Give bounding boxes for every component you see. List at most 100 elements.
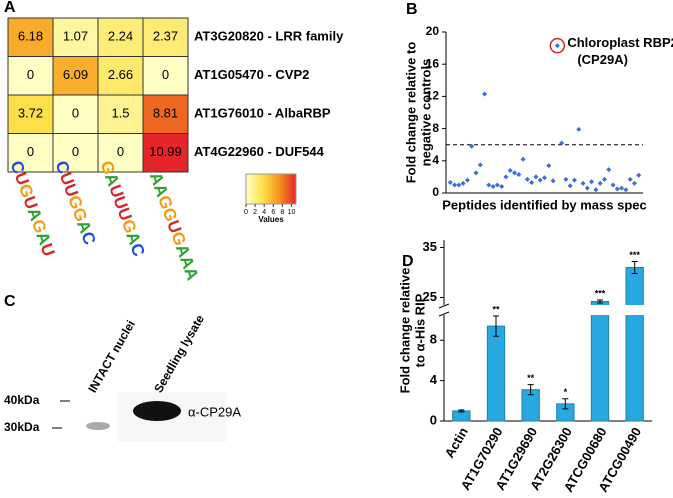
point bbox=[469, 143, 475, 149]
annotation-text: Chloroplast RBP29 bbox=[567, 35, 673, 50]
significance: *** bbox=[595, 288, 606, 298]
error-bar bbox=[458, 409, 465, 413]
cell-label: 8.81 bbox=[153, 106, 178, 121]
colorbar-step bbox=[273, 174, 275, 204]
colorbar-step bbox=[291, 174, 293, 204]
colorbar-step bbox=[261, 174, 263, 204]
bar bbox=[625, 267, 644, 422]
colorbar-step bbox=[265, 174, 267, 204]
colorbar-step bbox=[276, 174, 278, 204]
panel-label: A bbox=[4, 0, 16, 16]
cell-label: 6.09 bbox=[63, 67, 88, 82]
row-label: AT3G20820 - LRR family bbox=[194, 29, 344, 44]
point bbox=[507, 167, 513, 173]
y-tick-label: 0 bbox=[430, 412, 437, 427]
colorbar-step bbox=[264, 174, 266, 204]
point bbox=[567, 183, 573, 189]
point bbox=[464, 177, 470, 183]
colorbar-step bbox=[288, 174, 290, 204]
heatmap-cell bbox=[142, 56, 189, 96]
error-bar bbox=[527, 384, 534, 396]
colorbar-step bbox=[263, 174, 265, 204]
panel-label: D bbox=[402, 253, 414, 270]
error-bar bbox=[493, 315, 499, 337]
y-tick-label: 16 bbox=[426, 56, 440, 70]
colorbar-step bbox=[247, 174, 249, 204]
error-bar bbox=[562, 398, 569, 410]
colorbar-step bbox=[293, 174, 295, 204]
point bbox=[542, 175, 547, 181]
colorbar-step bbox=[256, 174, 258, 204]
x-tick-label: Actin bbox=[442, 425, 471, 461]
heatmap-cell bbox=[142, 133, 189, 173]
y-tick-label: 12 bbox=[426, 89, 440, 103]
point bbox=[512, 170, 518, 176]
point bbox=[546, 163, 552, 169]
cell-label: 0 bbox=[27, 144, 34, 159]
colorbar-step bbox=[286, 174, 288, 204]
cell-label: 0 bbox=[27, 67, 34, 82]
row-label: AT1G05470 - CVP2 bbox=[194, 67, 309, 82]
y-tick-label: 4 bbox=[432, 153, 439, 167]
heatmap-cell bbox=[52, 94, 99, 134]
significance: * bbox=[564, 387, 568, 397]
y-tick-label: 8 bbox=[432, 121, 439, 135]
cell-label: 10.99 bbox=[149, 144, 182, 159]
cell-label: 0 bbox=[72, 144, 79, 159]
y-tick-label: 35 bbox=[423, 239, 437, 254]
point bbox=[563, 176, 569, 182]
bar bbox=[486, 325, 506, 422]
point bbox=[516, 171, 522, 177]
sequence-logo: CUUGGAC bbox=[51, 158, 99, 247]
blot-band bbox=[133, 401, 181, 421]
row-label: AT4G22960 - DUF544 bbox=[194, 144, 325, 159]
colorbar-step bbox=[282, 174, 284, 204]
axis-break bbox=[438, 303, 450, 317]
heatmap-cell bbox=[142, 17, 189, 57]
significance: ** bbox=[527, 373, 535, 383]
colorbar-step bbox=[260, 174, 262, 204]
colorbar-step bbox=[266, 174, 268, 204]
colorbar-frame bbox=[245, 173, 297, 205]
panel-label: C bbox=[4, 293, 16, 310]
point bbox=[490, 184, 496, 190]
cell-label: 1.5 bbox=[111, 106, 129, 121]
error-bar bbox=[631, 261, 638, 274]
colorbar-step bbox=[246, 174, 248, 204]
point bbox=[631, 180, 637, 186]
cell-label: 3.72 bbox=[18, 106, 43, 121]
point bbox=[614, 186, 620, 192]
point bbox=[447, 180, 453, 186]
colorbar-step bbox=[252, 174, 254, 204]
colorbar-step bbox=[259, 174, 261, 204]
colorbar-tick-label: 10 bbox=[288, 209, 296, 216]
point bbox=[537, 177, 543, 183]
colorbar-step bbox=[287, 174, 289, 204]
y-tick-label: 0 bbox=[432, 185, 439, 199]
point bbox=[636, 172, 642, 178]
colorbar-step bbox=[270, 174, 272, 204]
colorbar-step bbox=[251, 174, 253, 204]
heatmap-cell bbox=[7, 133, 54, 173]
sequence-logo: GAUUUGAC bbox=[96, 158, 148, 259]
bar-break bbox=[590, 305, 610, 315]
marker-label: 30kDa bbox=[4, 420, 40, 434]
point bbox=[503, 174, 509, 180]
point bbox=[533, 174, 539, 180]
point bbox=[559, 140, 565, 146]
heatmap-cell bbox=[142, 94, 189, 134]
lane-label: Seedling lysate bbox=[151, 312, 207, 395]
cell-label: 0 bbox=[117, 144, 124, 159]
colorbar-step bbox=[279, 174, 281, 204]
point bbox=[460, 180, 466, 186]
colorbar-step bbox=[267, 174, 269, 204]
point bbox=[584, 185, 590, 191]
y-tick-label: 25 bbox=[423, 289, 437, 304]
heatmap-cell bbox=[97, 133, 144, 173]
point bbox=[623, 187, 629, 193]
bar bbox=[590, 301, 610, 422]
y-tick-label: 4 bbox=[430, 372, 438, 387]
lane-label: INTACT nuclei bbox=[85, 318, 138, 395]
cell-label: 2.24 bbox=[108, 29, 133, 44]
